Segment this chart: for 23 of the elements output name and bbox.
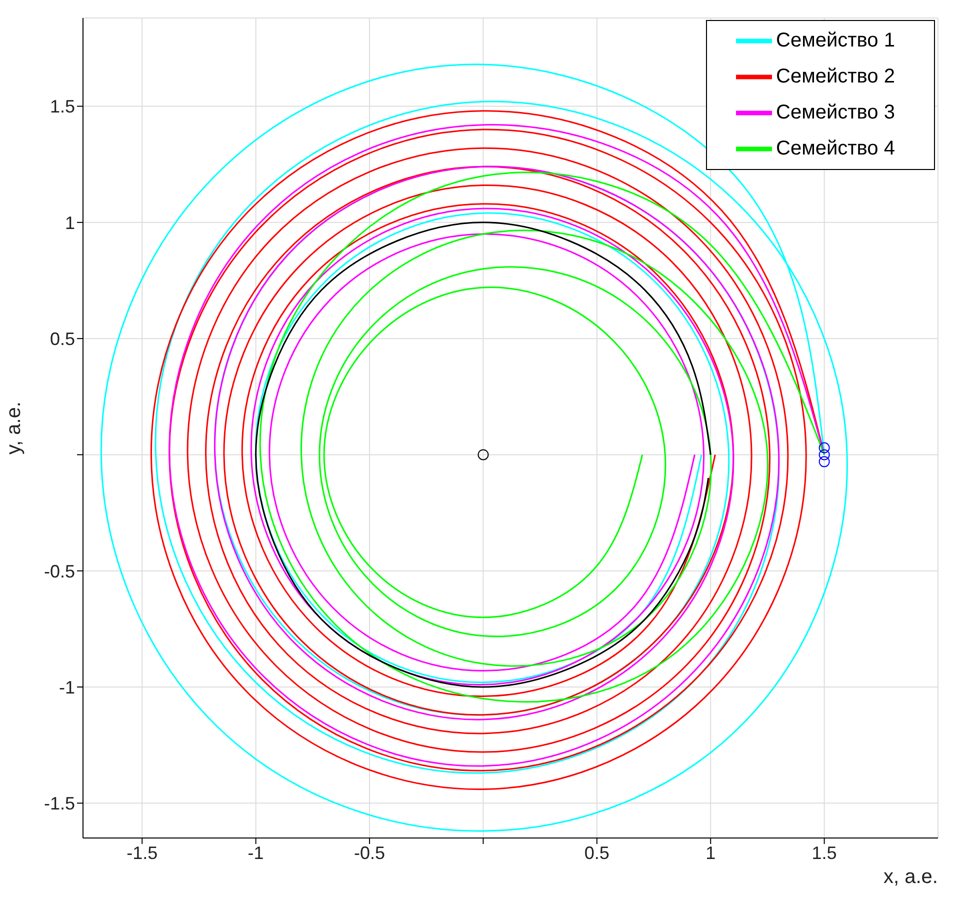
y-tick-label: -1.5 bbox=[44, 794, 75, 814]
point bbox=[818, 442, 830, 454]
y-tick-label: 1 bbox=[64, 212, 75, 233]
point bbox=[818, 456, 830, 468]
y-tick-label: -1 bbox=[58, 677, 75, 698]
y-tick-label: 1.5 bbox=[50, 96, 75, 117]
x-tick-label: -0.5 bbox=[354, 842, 386, 863]
x-tick-label: 1 bbox=[706, 842, 716, 863]
x-tick-label: 1.5 bbox=[812, 842, 837, 863]
point bbox=[478, 449, 489, 460]
x-tick-label: -1 bbox=[248, 842, 264, 863]
line-series bbox=[255, 222, 712, 688]
legend-label: Семейство 4 bbox=[776, 137, 895, 160]
x-axis-title: x, а.е. bbox=[884, 866, 938, 888]
legend-label: Семейство 2 bbox=[776, 65, 895, 88]
point bbox=[818, 449, 830, 460]
legend-label: Семейство 1 bbox=[776, 29, 895, 52]
y-tick-label: -0.5 bbox=[44, 561, 75, 582]
y-axis-title: y, а.е. bbox=[3, 402, 26, 454]
x-tick-label: 0.5 bbox=[584, 842, 610, 863]
x-tick-label: -1.5 bbox=[126, 842, 158, 863]
y-tick-label: 0.5 bbox=[50, 328, 75, 349]
legend-label: Семейство 3 bbox=[776, 101, 895, 124]
